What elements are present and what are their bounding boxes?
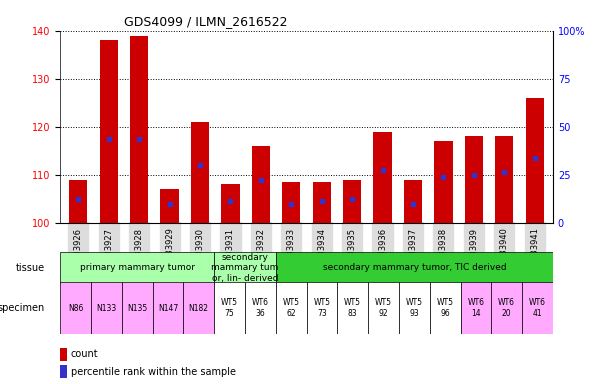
Bar — [373, 131, 392, 223]
Text: GDS4099 / ILMN_2616522: GDS4099 / ILMN_2616522 — [124, 15, 288, 28]
Bar — [60, 348, 67, 361]
FancyBboxPatch shape — [214, 252, 276, 284]
Bar — [495, 136, 513, 223]
FancyBboxPatch shape — [60, 282, 91, 334]
Bar — [130, 35, 148, 223]
Bar — [160, 189, 178, 223]
Text: WT6
36: WT6 36 — [252, 298, 269, 318]
FancyBboxPatch shape — [121, 282, 153, 334]
Bar — [191, 122, 209, 223]
FancyBboxPatch shape — [522, 282, 553, 334]
Text: WT5
96: WT5 96 — [436, 298, 454, 318]
Text: WT6
14: WT6 14 — [468, 298, 484, 318]
FancyBboxPatch shape — [399, 282, 430, 334]
Bar — [221, 184, 240, 223]
Bar — [282, 182, 300, 223]
Text: specimen: specimen — [0, 303, 44, 313]
Bar — [252, 146, 270, 223]
Text: WT6
20: WT6 20 — [498, 298, 515, 318]
Text: N135: N135 — [127, 304, 147, 313]
FancyBboxPatch shape — [337, 282, 368, 334]
Text: percentile rank within the sample: percentile rank within the sample — [71, 367, 236, 377]
Text: secondary
mammary tum
or, lin- derived: secondary mammary tum or, lin- derived — [211, 253, 279, 283]
FancyBboxPatch shape — [307, 282, 337, 334]
Text: N133: N133 — [96, 304, 117, 313]
FancyBboxPatch shape — [430, 282, 460, 334]
FancyBboxPatch shape — [276, 282, 307, 334]
FancyBboxPatch shape — [214, 282, 245, 334]
Text: WT5
75: WT5 75 — [221, 298, 238, 318]
Text: secondary mammary tumor, TIC derived: secondary mammary tumor, TIC derived — [323, 263, 506, 272]
FancyBboxPatch shape — [245, 282, 276, 334]
Text: N182: N182 — [189, 304, 209, 313]
Bar — [313, 182, 331, 223]
Text: WT5
73: WT5 73 — [313, 298, 331, 318]
Text: WT5
93: WT5 93 — [406, 298, 423, 318]
Text: WT5
62: WT5 62 — [282, 298, 300, 318]
Bar — [60, 365, 67, 378]
FancyBboxPatch shape — [183, 282, 214, 334]
FancyBboxPatch shape — [91, 282, 121, 334]
Bar — [435, 141, 453, 223]
Bar — [525, 98, 544, 223]
FancyBboxPatch shape — [460, 282, 492, 334]
Bar — [404, 179, 422, 223]
FancyBboxPatch shape — [368, 282, 399, 334]
FancyBboxPatch shape — [60, 252, 214, 284]
Text: tissue: tissue — [16, 263, 44, 273]
Text: count: count — [71, 349, 99, 359]
Text: WT6
41: WT6 41 — [529, 298, 546, 318]
Text: WT5
92: WT5 92 — [375, 298, 392, 318]
Bar — [69, 179, 88, 223]
Text: WT5
83: WT5 83 — [344, 298, 361, 318]
FancyBboxPatch shape — [492, 282, 522, 334]
FancyBboxPatch shape — [153, 282, 183, 334]
Bar — [343, 179, 361, 223]
Bar — [100, 40, 118, 223]
FancyBboxPatch shape — [276, 252, 553, 284]
Text: primary mammary tumor: primary mammary tumor — [79, 263, 195, 272]
Text: N86: N86 — [68, 304, 83, 313]
Text: N147: N147 — [158, 304, 178, 313]
Bar — [465, 136, 483, 223]
